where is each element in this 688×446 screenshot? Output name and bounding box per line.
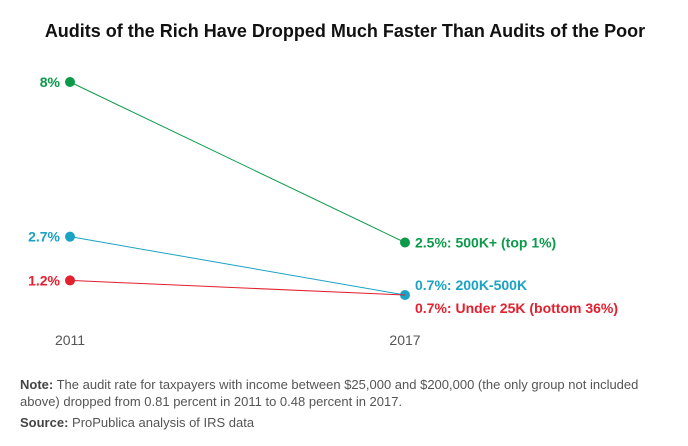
x-tick-label: 2011 [55, 332, 85, 348]
line-chart: 2011 2017 8% 2.5%: 500K+ (top 1%) 2.7% 0.7%: … [28, 74, 618, 348]
source-text: ProPublica analysis of IRS data [68, 415, 255, 430]
data-label: 2.5%: 500K+ (top 1%) [415, 234, 556, 250]
data-label: 0.7%: 200K-500K [415, 277, 527, 293]
note-label: Note: [20, 377, 54, 392]
source-label: Source: [20, 415, 69, 430]
x-tick-label: 2017 [389, 332, 420, 348]
chart-title: Audits of the Rich Have Dropped Much Fas… [44, 21, 646, 41]
series-line [69, 279, 406, 296]
data-label: 1.2% [28, 272, 60, 288]
data-point [65, 77, 75, 87]
chart-note: Note: The audit rate for taxpayers with … [20, 376, 680, 410]
data-label: 8% [40, 74, 61, 90]
note-text: The audit rate for taxpayers with income… [20, 377, 639, 409]
data-point [400, 237, 410, 248]
series-line [69, 81, 406, 243]
data-point [65, 231, 75, 242]
data-point [65, 275, 75, 286]
data-label: 2.7% [28, 229, 60, 245]
data-label: 0.7%: Under 25K (bottom 36%) [415, 300, 618, 316]
series-line [69, 236, 406, 296]
chart-source: Source: ProPublica analysis of IRS data [20, 414, 680, 431]
